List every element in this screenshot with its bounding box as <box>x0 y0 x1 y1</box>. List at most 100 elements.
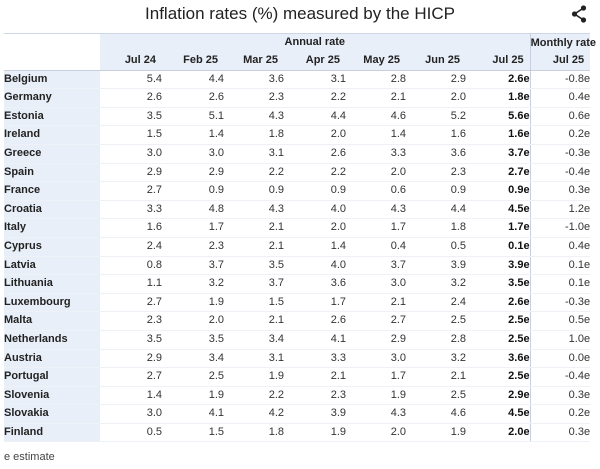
annual-rate-cell: 3.0 <box>162 144 224 164</box>
monthly-rate-cell: 0.0e <box>530 349 591 369</box>
annual-rate-cell: 2.5e <box>466 367 531 387</box>
table-row: Netherlands 3.5 3.5 3.4 4.1 2.9 2.8 2.5e 1.0e <box>4 330 591 350</box>
annual-rate-cell: 2.9 <box>406 70 466 90</box>
annual-rate-cell: 4.3 <box>224 107 284 127</box>
annual-rate-cell: 1.6e <box>466 125 531 145</box>
monthly-rate-cell: -0.4e <box>530 367 591 387</box>
annual-rate-cell: 2.4 <box>100 237 162 257</box>
annual-rate-cell: 3.9 <box>406 256 466 276</box>
annual-rate-cell: 5.6e <box>466 107 531 127</box>
annual-rate-cell: 2.0 <box>346 423 406 443</box>
annual-rate-cell: 1.9 <box>406 423 466 443</box>
table-row: Portugal 2.7 2.5 1.9 2.1 1.7 2.1 2.5e -0.4e <box>4 367 591 387</box>
annual-rate-cell: 2.9 <box>100 349 162 369</box>
annual-rate-cell: 0.5 <box>100 423 162 443</box>
annual-rate-cell: 2.9 <box>346 330 406 350</box>
monthly-rate-cell: 0.3e <box>530 181 591 201</box>
annual-rate-cell: 3.9e <box>466 256 531 276</box>
annual-rate-cell: 4.6 <box>406 404 466 424</box>
country-label: Italy <box>4 218 100 238</box>
annual-rate-cell: 4.3 <box>346 404 406 424</box>
annual-rate-cell: 2.9 <box>162 163 224 183</box>
table-row: Cyprus 2.4 2.3 2.1 1.4 0.4 0.5 0.1e 0.4e <box>4 237 591 257</box>
table-row: Austria 2.9 3.4 3.1 3.3 3.0 3.2 3.6e 0.0e <box>4 349 591 369</box>
annual-rate-cell: 0.5 <box>406 237 466 257</box>
country-label: Spain <box>4 163 100 183</box>
annual-rate-cell: 3.1 <box>224 144 284 164</box>
monthly-rate-cell: 0.2e <box>530 404 591 424</box>
annual-rate-cell: 1.8 <box>406 218 466 238</box>
monthly-rate-cell: -0.4e <box>530 163 591 183</box>
annual-rate-cell: 3.7 <box>224 274 284 294</box>
table-row: Ireland 1.5 1.4 1.8 2.0 1.4 1.6 1.6e 0.2e <box>4 125 591 145</box>
country-label: Slovakia <box>4 404 100 424</box>
column-header: Jul 24 <box>100 51 162 71</box>
annual-rate-cell: 1.6 <box>100 218 162 238</box>
annual-rate-cell: 2.1 <box>224 237 284 257</box>
annual-rate-cell: 0.9 <box>162 181 224 201</box>
annual-rate-cell: 2.5e <box>466 311 531 331</box>
monthly-rate-cell: 0.4e <box>530 88 591 108</box>
annual-rate-cell: 3.7 <box>162 256 224 276</box>
annual-rate-cell: 2.8 <box>406 330 466 350</box>
annual-rate-cell: 2.6e <box>466 293 531 313</box>
chart-title: Inflation rates (%) measured by the HICP <box>145 4 455 23</box>
monthly-rate-cell: -1.0e <box>530 218 591 238</box>
annual-rate-cell: 3.4 <box>162 349 224 369</box>
annual-rate-cell: 2.2 <box>284 88 346 108</box>
annual-rate-cell: 1.4 <box>162 125 224 145</box>
annual-rate-cell: 4.2 <box>224 404 284 424</box>
annual-rate-cell: 1.7 <box>162 218 224 238</box>
annual-rate-cell: 1.9 <box>346 386 406 406</box>
annual-rate-cell: 2.0 <box>284 218 346 238</box>
annual-rate-cell: 2.1 <box>284 367 346 387</box>
share-icon[interactable] <box>571 5 587 23</box>
monthly-rate-cell: -0.8e <box>530 70 591 90</box>
annual-rate-cell: 3.0 <box>346 349 406 369</box>
annual-rate-cell: 2.0 <box>406 88 466 108</box>
annual-rate-cell: 2.2 <box>224 386 284 406</box>
annual-rate-cell: 1.5 <box>224 293 284 313</box>
annual-rate-cell: 0.4 <box>346 237 406 257</box>
annual-rate-cell: 3.5 <box>162 330 224 350</box>
annual-rate-cell: 0.9 <box>406 181 466 201</box>
monthly-rate-cell: 0.4e <box>530 237 591 257</box>
country-label: Slovenia <box>4 386 100 406</box>
annual-rate-cell: 5.2 <box>406 107 466 127</box>
column-header-row: Jul 24 Feb 25 Mar 25 Apr 25 May 25 Jun 25 Jul … <box>4 51 591 71</box>
annual-rate-cell: 4.1 <box>162 404 224 424</box>
annual-rate-cell: 0.9e <box>466 181 531 201</box>
annual-rate-cell: 2.6 <box>100 88 162 108</box>
column-header: Jul 25 <box>466 51 531 71</box>
annual-rate-cell: 1.4 <box>100 386 162 406</box>
annual-rate-cell: 2.2 <box>284 163 346 183</box>
annual-rate-cell: 2.7 <box>100 293 162 313</box>
monthly-rate-cell: 1.2e <box>530 200 591 220</box>
annual-rate-cell: 2.6e <box>466 70 531 90</box>
country-label: Luxembourg <box>4 293 100 313</box>
column-header: May 25 <box>346 51 406 71</box>
annual-rate-cell: 1.1 <box>100 274 162 294</box>
monthly-rate-cell: 0.6e <box>530 107 591 127</box>
annual-rate-cell: 3.5e <box>466 274 531 294</box>
country-label: France <box>4 181 100 201</box>
annual-rate-cell: 1.7 <box>346 218 406 238</box>
monthly-rate-cell: -0.3e <box>530 293 591 313</box>
annual-rate-cell: 1.9 <box>162 386 224 406</box>
annual-rate-cell: 4.1 <box>284 330 346 350</box>
annual-rate-cell: 2.3 <box>406 163 466 183</box>
monthly-rate-cell: 0.5e <box>530 311 591 331</box>
annual-rate-cell: 2.5e <box>466 330 531 350</box>
annual-rate-cell: 2.7e <box>466 163 531 183</box>
annual-rate-cell: 3.6 <box>224 70 284 90</box>
annual-rate-cell: 2.5 <box>406 311 466 331</box>
annual-rate-cell: 2.3 <box>100 311 162 331</box>
annual-rate-cell: 4.5e <box>466 404 531 424</box>
annual-rate-cell: 1.8 <box>224 125 284 145</box>
annual-rate-cell: 4.6 <box>346 107 406 127</box>
table-row: Italy 1.6 1.7 2.1 2.0 1.7 1.8 1.7e -1.0e <box>4 218 591 238</box>
hicp-table: Annual rate Monthly rate Jul 24 Feb 25 Mar… <box>4 32 596 443</box>
annual-rate-cell: 3.9 <box>284 404 346 424</box>
annual-rate-cell: 4.3 <box>346 200 406 220</box>
annual-rate-cell: 2.7 <box>346 311 406 331</box>
